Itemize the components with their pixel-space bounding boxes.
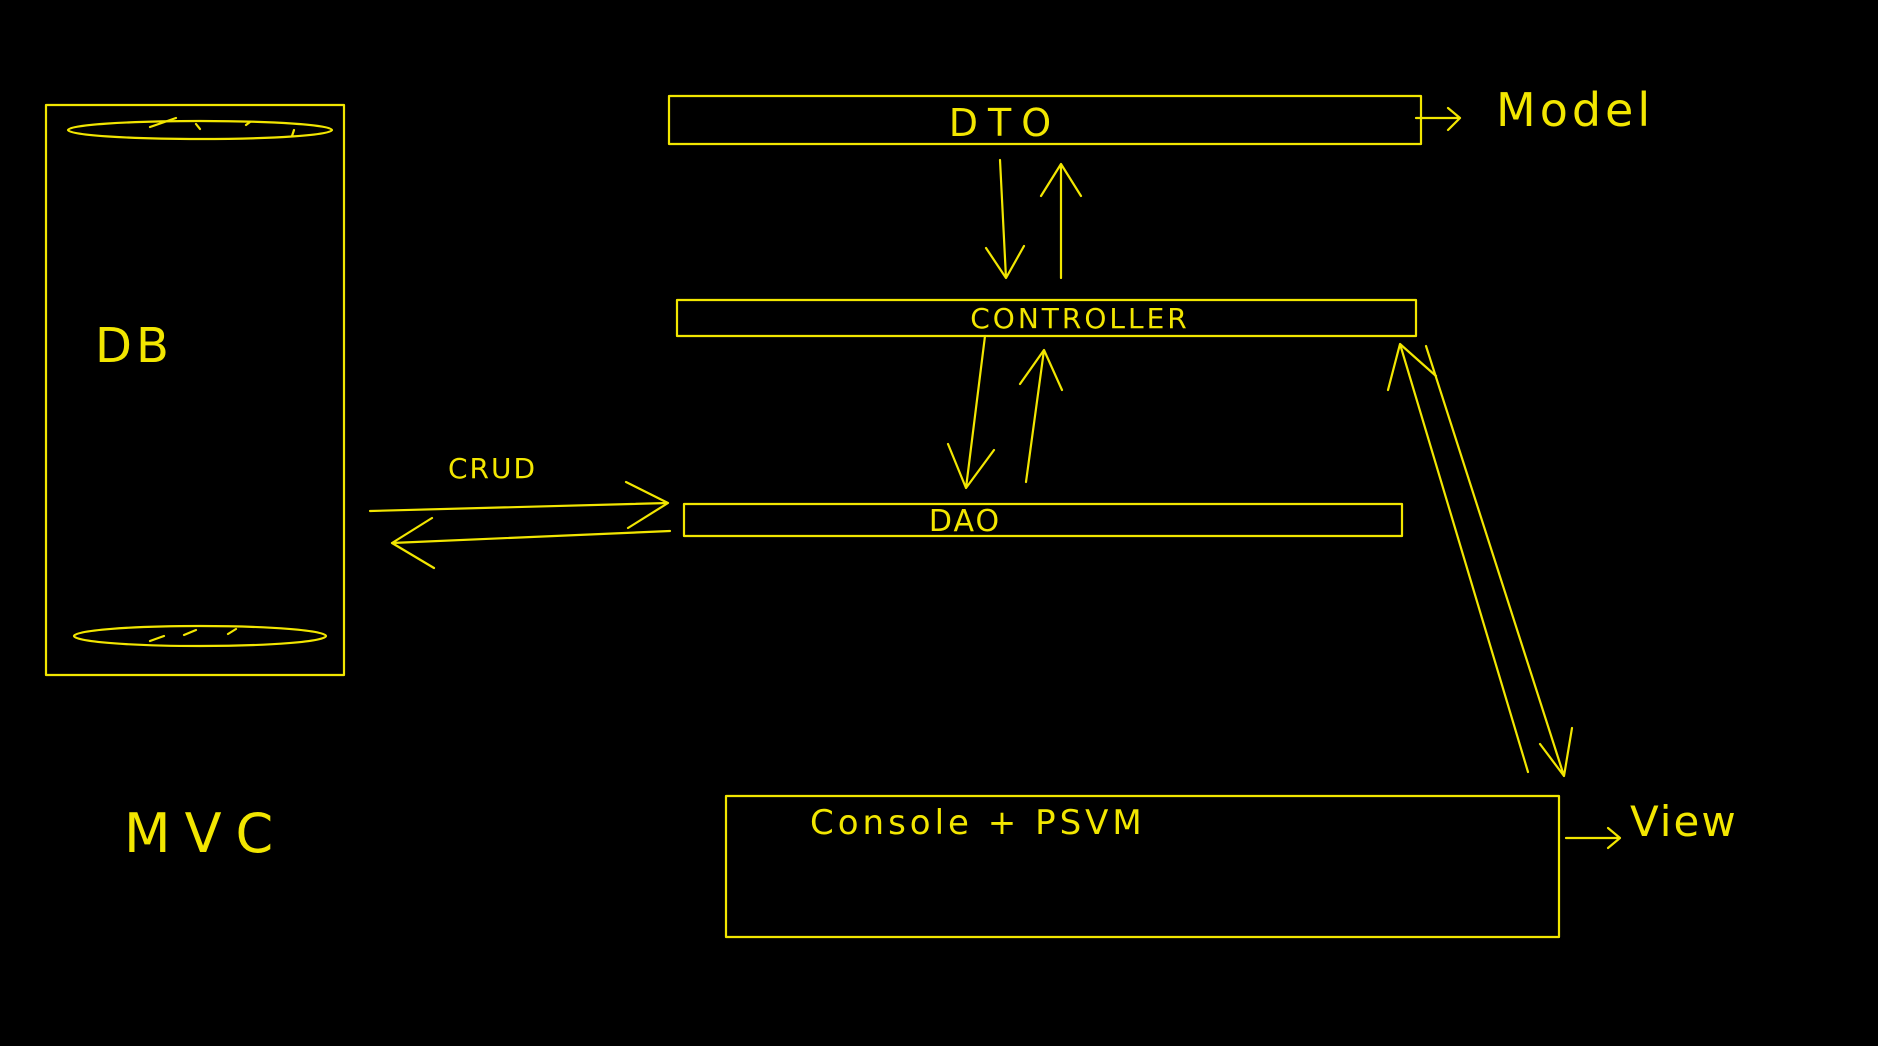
view-layer: Console + PSVM [724, 794, 1561, 939]
arrow-view-to-controller [1386, 342, 1530, 774]
dao-box [682, 502, 1404, 538]
database-bottom-marks [148, 627, 238, 643]
dao-label: DAO [929, 504, 1001, 539]
controller-label: CONTROLLER [970, 302, 1189, 335]
dto-controller-arrows [984, 158, 1083, 280]
crud-label: CRUD [448, 452, 537, 485]
view-annotation-label: View [1630, 797, 1738, 846]
view-pointer-arrow [1564, 826, 1622, 850]
controller-layer: CONTROLLER [675, 298, 1418, 338]
controller-dao-arrows [946, 334, 1064, 490]
view-box [724, 794, 1561, 939]
database-bottom-disk [72, 624, 328, 648]
model-annotation: Model [1414, 83, 1654, 137]
dto-box [667, 94, 1423, 146]
database-label: DB [95, 318, 173, 374]
controller-view-arrows [1386, 342, 1574, 778]
crud-connection: CRUD [368, 452, 672, 570]
database-top-disk [66, 119, 334, 141]
database-body [44, 103, 346, 677]
model-label: Model [1496, 83, 1654, 137]
arrow-dao-to-controller [1018, 348, 1064, 484]
arrow-dto-to-controller [984, 158, 1026, 280]
arrow-controller-to-dto [1039, 162, 1083, 280]
database-cylinder: DB [44, 103, 346, 677]
pattern-label: MVC [124, 802, 287, 865]
view-label: Console + PSVM [810, 803, 1146, 843]
arrow-db-to-dao [368, 480, 670, 530]
model-pointer-arrow [1414, 106, 1462, 132]
arrow-controller-to-dao [946, 334, 996, 490]
view-annotation: View [1564, 797, 1738, 850]
dto-label: DTO [949, 101, 1061, 145]
arrow-controller-to-view [1424, 344, 1574, 778]
controller-box [675, 298, 1418, 338]
database-top-marks [148, 116, 296, 138]
dto-layer: DTO [667, 94, 1423, 146]
arrow-dao-to-db [390, 516, 672, 570]
dao-layer: DAO [682, 502, 1404, 539]
